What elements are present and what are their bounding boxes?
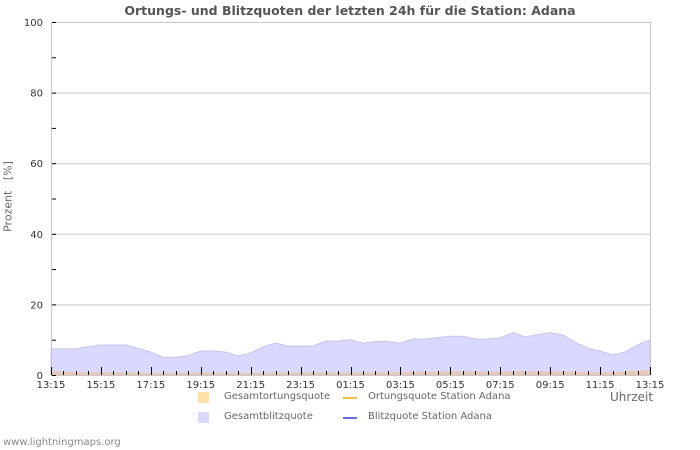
- svg-text:17:15: 17:15: [136, 380, 165, 391]
- svg-text:09:15: 09:15: [536, 380, 565, 391]
- svg-text:13:15: 13:15: [636, 380, 665, 391]
- x-axis-ticks: 13:15 15:15 17:15 19:15 21:15 23:15 01:15 03:15…: [37, 367, 665, 391]
- blitzquote-station-line-icon: [343, 417, 357, 419]
- svg-text:60: 60: [30, 159, 43, 170]
- svg-text:13:15: 13:15: [37, 380, 66, 391]
- legend-label-gesamtortungsquote: Gesamtortungsquote: [224, 391, 331, 402]
- plot-frame: [51, 22, 651, 376]
- svg-text:19:15: 19:15: [186, 380, 215, 391]
- footer-link[interactable]: www.lightningmaps.org: [3, 437, 121, 448]
- svg-text:01:15: 01:15: [336, 380, 365, 391]
- gesamtblitzquote-swatch: [198, 412, 209, 423]
- legend-label-gesamtblitzquote: Gesamtblitzquote: [224, 411, 313, 422]
- svg-text:23:15: 23:15: [286, 380, 315, 391]
- legend-label-ortungsquote-station: Ortungsquote Station Adana: [368, 391, 511, 402]
- svg-text:03:15: 03:15: [386, 380, 415, 391]
- gesamtortungsquote-swatch: [198, 392, 209, 403]
- svg-text:05:15: 05:15: [436, 380, 465, 391]
- y-axis-label: Prozent [%]: [1, 161, 15, 232]
- y-axis-ticks: 0 20 40 60 80 100: [24, 18, 56, 382]
- svg-text:100: 100: [24, 18, 43, 29]
- svg-text:0: 0: [37, 371, 43, 382]
- legend-label-blitzquote-station: Blitzquote Station Adana: [368, 411, 492, 422]
- ortungsquote-station-line-icon: [343, 397, 357, 399]
- chart-title: Ortungs- und Blitzquoten der letzten 24h…: [124, 3, 576, 18]
- gridlines: [51, 22, 650, 306]
- svg-text:07:15: 07:15: [486, 380, 515, 391]
- gesamtblitzquote-area: [50, 332, 651, 376]
- svg-text:80: 80: [30, 89, 43, 100]
- svg-text:21:15: 21:15: [236, 380, 265, 391]
- svg-text:15:15: 15:15: [87, 380, 116, 391]
- svg-text:40: 40: [30, 230, 43, 241]
- svg-text:20: 20: [30, 300, 43, 311]
- svg-text:11:15: 11:15: [586, 380, 615, 391]
- x-axis-label: Uhrzeit: [610, 390, 654, 404]
